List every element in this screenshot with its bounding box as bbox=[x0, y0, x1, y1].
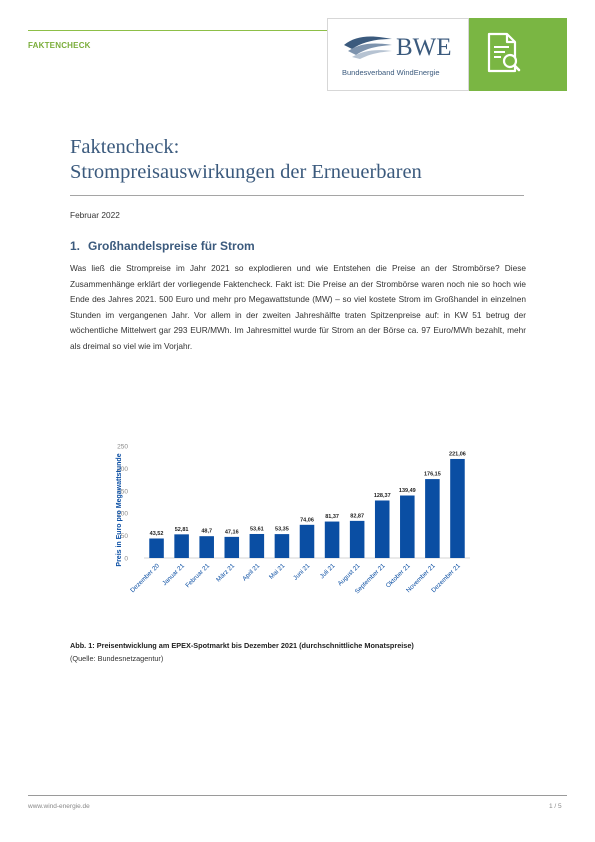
price-bar-chart: 0 50 100 150 200 250 Preis in Euro pro Megawat… bbox=[116, 444, 470, 595]
y-tick-label: 100 bbox=[117, 511, 128, 518]
document-search-icon bbox=[487, 32, 521, 73]
x-tick-label: Mai 21 bbox=[268, 562, 287, 581]
x-tick-label: August 21 bbox=[337, 562, 362, 587]
bar bbox=[349, 520, 365, 558]
y-tick-label: 50 bbox=[121, 533, 129, 540]
header-label: FAKTENCHECK bbox=[28, 41, 91, 50]
bar bbox=[425, 479, 440, 558]
bar bbox=[224, 536, 240, 558]
bar-value-label: 52,81 bbox=[175, 527, 189, 533]
y-tick-label: 150 bbox=[117, 488, 128, 495]
section-heading: 1. Großhandelspreise für Strom bbox=[70, 239, 255, 253]
figure-source: (Quelle: Bundesnetzagentur) bbox=[70, 654, 164, 663]
bar bbox=[400, 495, 415, 558]
bar-value-label: 43,52 bbox=[150, 531, 164, 537]
bwe-wing-logo-icon bbox=[344, 36, 392, 59]
bar-value-label: 74,06 bbox=[300, 517, 314, 523]
y-tick-label: 0 bbox=[124, 556, 128, 563]
title-line-1: Faktencheck: bbox=[70, 136, 180, 158]
bar-value-label: 221,06 bbox=[449, 451, 466, 457]
bar bbox=[174, 534, 189, 558]
figure-caption: Abb. 1: Preisentwicklung am EPEX-Spotmar… bbox=[70, 641, 414, 650]
document-date: Februar 2022 bbox=[70, 210, 120, 220]
bar bbox=[249, 533, 265, 558]
bar-value-label: 82,87 bbox=[350, 513, 364, 519]
header-rule bbox=[28, 30, 328, 31]
bar bbox=[450, 458, 465, 558]
footer-rule bbox=[28, 795, 567, 796]
bar bbox=[374, 500, 390, 558]
x-tick-label: Dezember 20 bbox=[129, 562, 161, 594]
bar-value-label: 53,61 bbox=[250, 526, 264, 532]
bwe-logo: BWE Bundesverband WindEnergie bbox=[327, 18, 469, 91]
header-green-box bbox=[469, 18, 567, 91]
logo-text: BWE bbox=[396, 34, 452, 61]
y-tick-label: 250 bbox=[117, 444, 128, 451]
document-title: Faktencheck: Strompreisauswirkungen der … bbox=[70, 135, 422, 185]
page-number: 1 / 5 bbox=[549, 803, 562, 810]
y-tick-label: 200 bbox=[117, 466, 128, 473]
section-number: 1. bbox=[70, 239, 81, 253]
bar-value-label: 81,37 bbox=[325, 514, 339, 520]
bar-value-label: 47,16 bbox=[225, 529, 239, 535]
bar bbox=[324, 521, 340, 558]
title-rule bbox=[70, 195, 524, 196]
bar-value-label: 128,37 bbox=[374, 493, 391, 499]
bar bbox=[274, 534, 290, 558]
x-tick-label: Januar 21 bbox=[161, 562, 186, 587]
bar bbox=[199, 536, 214, 558]
bar-value-label: 139,49 bbox=[399, 488, 416, 494]
x-tick-label: April 21 bbox=[241, 562, 261, 582]
x-tick-label: März 21 bbox=[215, 562, 236, 583]
y-axis-label: Preis in Euro pro Megawattstunde bbox=[116, 453, 123, 566]
logo-subtitle: Bundesverband WindEnergie bbox=[342, 68, 440, 77]
bar bbox=[149, 538, 164, 558]
intro-paragraph: Was ließ die Strompreise im Jahr 2021 so… bbox=[70, 263, 526, 351]
bar-value-label: 53,35 bbox=[275, 527, 289, 533]
bar-value-label: 48,7 bbox=[201, 529, 212, 535]
title-line-2: Strompreisauswirkungen der Erneuerbaren bbox=[70, 161, 422, 183]
x-tick-label: Februar 21 bbox=[184, 562, 211, 589]
section-title: Großhandelspreise für Strom bbox=[88, 239, 255, 253]
bar-value-label: 176,15 bbox=[424, 472, 441, 478]
footer-url[interactable]: www.wind-energie.de bbox=[28, 803, 90, 810]
bar bbox=[299, 524, 315, 558]
x-tick-label: Juli 21 bbox=[319, 562, 337, 580]
x-tick-label: Juni 21 bbox=[292, 562, 312, 582]
